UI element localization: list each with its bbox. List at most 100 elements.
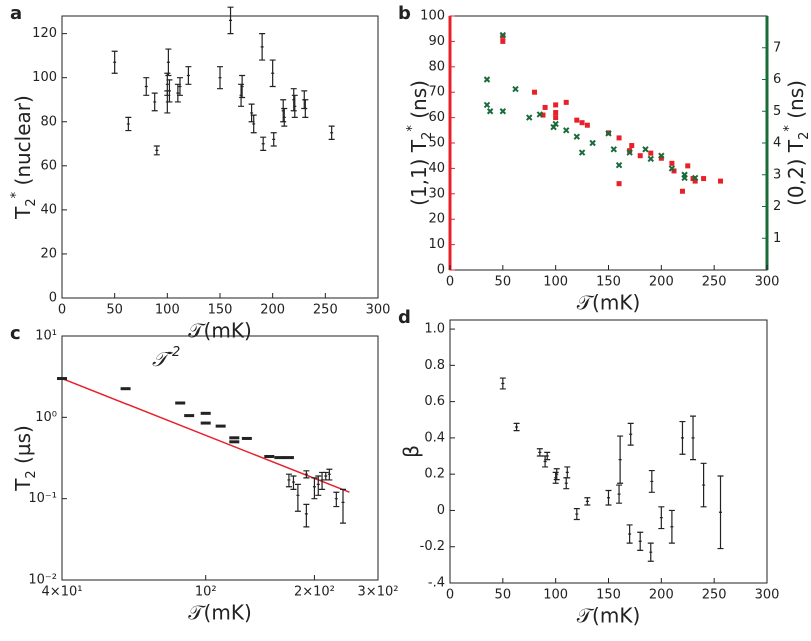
point [274,456,285,460]
x-tick-label: 0 [446,275,454,290]
y-tick-label: 10¹ [35,329,57,344]
y-tick-label: 40 [428,161,445,176]
point [629,143,635,149]
label-part: (ns) [784,80,808,125]
x-tick-label: 300 [755,588,780,603]
error-bar [303,470,310,479]
error-bar [584,497,591,506]
y-tick-label: 10⁻² [28,573,57,588]
label-part: (1,1) T [407,139,431,206]
error-bar [340,488,347,524]
point [648,150,654,156]
y-tick-label: 0.8 [424,358,445,373]
error-bar [281,107,288,127]
point [718,178,724,184]
error-bar [239,74,246,99]
point [175,401,186,405]
label-part: 2 [24,198,39,206]
point [690,176,696,182]
x-tick-label: 150 [208,303,233,318]
error-bar [311,477,318,500]
point [200,421,211,425]
plot-frame [449,15,768,271]
y-tick-label: 0.4 [424,430,445,445]
point [701,176,707,182]
error-bar [291,94,298,118]
point [499,31,507,39]
y-tick-label: 0 [437,503,445,518]
error-bar [185,66,192,85]
error-bar [328,125,335,140]
error-bar [627,422,634,446]
error-bar [637,531,644,551]
point [552,120,559,128]
error-bar [248,103,255,123]
y-tick-label: 100 [420,9,445,24]
y-tick-label: 70 [428,85,445,100]
y-axis-label: β [399,445,423,458]
y-tick-label: 100 [32,70,57,85]
y-axis-label: T2* (nuclear) [9,95,39,220]
x-axis-label: 𝒯(mK) [188,601,252,625]
label-part: (µs) [11,425,35,470]
x-tick-label: 0 [446,588,454,603]
point [647,155,654,163]
y2-tick-label: 5 [773,104,781,119]
y-tick-label: -0.2 [420,539,445,554]
error-bar [544,451,551,461]
y-tick-label: -.4 [428,576,445,591]
label-part: -2 [167,345,180,360]
point [200,411,211,415]
error-bar [573,508,580,521]
x-tick-label: 250 [702,588,727,603]
point [563,99,569,105]
x-tick-label: 100 [543,588,568,603]
x-tick-label: 100 [543,275,568,290]
x-tick-label: 50 [106,303,123,318]
point [681,171,688,178]
error-bar [319,471,326,490]
error-bar [499,377,506,390]
x-tick-label: 4×10¹ [42,585,83,600]
error-bar [164,72,171,96]
point [120,387,131,391]
point [658,155,664,161]
error-bar [617,435,624,484]
y-tick-label: 10⁰ [35,410,57,425]
y2-tick-label: 7 [773,40,781,55]
point [542,104,548,110]
point [616,135,622,141]
error-bar [270,132,277,147]
x-tick-label: 50 [495,275,512,290]
point [483,101,491,109]
panel-letter: b [398,3,411,24]
point [679,188,685,194]
label-part: β [399,445,423,458]
point [526,114,533,121]
error-bar [700,462,707,508]
x-tick-label: 150 [596,275,621,290]
point [483,76,491,83]
point [685,163,691,169]
point [642,146,649,153]
point [658,152,665,159]
error-bar [553,468,560,481]
error-bar [563,477,570,490]
y-tick-label: 0 [437,263,445,278]
y-tick-label: 80 [40,114,57,129]
x-tick-label: 10² [195,585,217,600]
error-bar [658,506,665,530]
point [637,153,643,159]
point [540,112,546,118]
error-bar [176,77,183,96]
plot-frame [61,15,379,299]
y2-tick-label: 6 [773,72,781,87]
label-part: * [405,125,420,132]
y-tick-label: 20 [428,212,445,227]
plot-frame [449,319,768,584]
label-part: (0,2) T [784,139,808,206]
y-tick-label: 30 [428,186,445,201]
point [573,133,581,140]
label-part: 2 [797,132,811,140]
